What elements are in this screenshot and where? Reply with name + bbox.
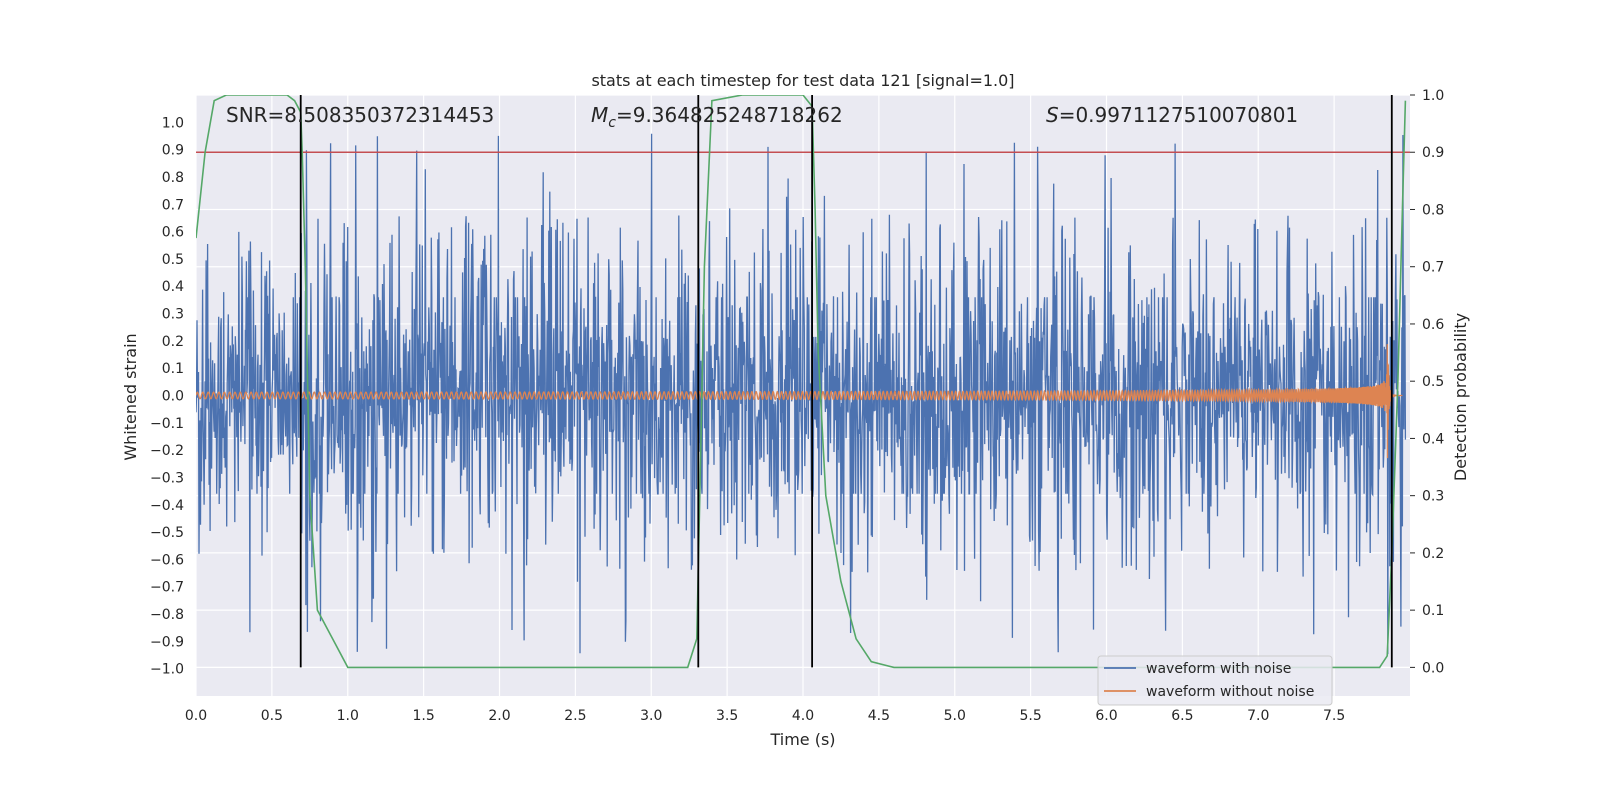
- x-tick-label: 4.5: [868, 708, 890, 724]
- y-tick-label: 0.9: [162, 143, 184, 159]
- y-axis-ticks: 1.0 0.9 0.8 0.7 0.6 0.5 0.4 0.3 0.2 0.1 0.0 −0.1 −0.…: [150, 115, 184, 677]
- y-tick-label: 0.8: [162, 170, 184, 186]
- y-tick-label: −0.1: [150, 416, 184, 432]
- x-tick-label: 6.5: [1171, 708, 1193, 724]
- chart-title: stats at each timestep for test data 121…: [591, 71, 1014, 90]
- y-tick-label: 1.0: [162, 115, 184, 131]
- x-tick-label: 1.0: [337, 708, 359, 724]
- right-axis-ticks: 1.0 0.9 0.8 0.7 0.6 0.5 0.4 0.3 0.2 0.1 0.0: [1410, 88, 1444, 676]
- right-tick-label: 0.0: [1422, 660, 1444, 676]
- x-tick-label: 7.0: [1247, 708, 1269, 724]
- legend-label-clean: waveform without noise: [1146, 684, 1314, 700]
- right-axis-label: Detection probability: [1451, 313, 1470, 481]
- trigger-lines: [299, 95, 1393, 668]
- y-tick-label: 0.2: [162, 334, 184, 350]
- chirp-mass-annotation: Mc=9.364825248718262: [591, 103, 843, 131]
- x-tick-label: 7.5: [1323, 708, 1345, 724]
- y-axis-label: Whitened strain: [121, 333, 140, 460]
- right-tick-label: 0.2: [1422, 546, 1444, 562]
- y-tick-label: 0.1: [162, 361, 184, 377]
- x-axis-ticks: 0.0 0.5 1.0 1.5 2.0 2.5 3.0 3.5 4.0 4.5 5.0 5.5 6.0 6…: [185, 708, 1345, 724]
- legend-box: [1097, 655, 1333, 706]
- right-tick-label: 0.5: [1422, 374, 1444, 390]
- right-tick-label: 0.3: [1422, 489, 1444, 505]
- chirp-mass-symbol: M: [591, 103, 608, 127]
- right-tick-label: 0.1: [1422, 603, 1444, 619]
- x-tick-label: 5.0: [944, 708, 966, 724]
- s-value: =0.9971127510070801: [1059, 103, 1298, 127]
- right-tick-label: 0.8: [1422, 202, 1444, 218]
- series-waveform-without-noise: [196, 344, 1403, 459]
- right-tick-label: 0.9: [1422, 145, 1444, 161]
- chirp-mass-subscript: c: [608, 115, 616, 131]
- y-tick-label: −0.8: [150, 607, 184, 623]
- y-tick-label: 0.0: [162, 389, 184, 405]
- x-tick-label: 4.0: [792, 708, 814, 724]
- y-tick-label: −1.0: [150, 662, 184, 678]
- legend: waveform with noise waveform without noi…: [1097, 655, 1333, 706]
- y-tick-label: −0.2: [150, 443, 184, 459]
- y-tick-label: 0.4: [162, 279, 184, 295]
- right-tick-label: 0.7: [1422, 260, 1444, 276]
- y-tick-label: −0.9: [150, 634, 184, 650]
- x-tick-label: 0.5: [261, 708, 283, 724]
- y-tick-label: 0.6: [162, 225, 184, 241]
- x-tick-label: 3.5: [716, 708, 738, 724]
- y-tick-label: 0.3: [162, 307, 184, 323]
- right-tick-label: 0.4: [1422, 431, 1444, 447]
- right-tick-label: 1.0: [1422, 88, 1444, 104]
- snr-annotation: SNR=8.508350372314453: [226, 103, 494, 127]
- y-tick-label: −0.4: [150, 498, 184, 514]
- x-axis-label: Time (s): [769, 730, 835, 749]
- x-tick-label: 1.5: [412, 708, 434, 724]
- s-annotation: S=0.9971127510070801: [1046, 103, 1298, 127]
- chirp-mass-value: =9.364825248718262: [616, 103, 843, 127]
- y-tick-label: −0.3: [150, 470, 184, 486]
- right-tick-label: 0.6: [1422, 317, 1444, 333]
- s-symbol: S: [1046, 103, 1059, 127]
- legend-label-noise: waveform with noise: [1146, 661, 1291, 677]
- y-tick-label: 0.7: [162, 197, 184, 213]
- x-tick-label: 2.0: [488, 708, 510, 724]
- x-tick-label: 0.0: [185, 708, 207, 724]
- x-tick-label: 6.0: [1095, 708, 1117, 724]
- x-tick-label: 5.5: [1019, 708, 1041, 724]
- y-tick-label: −0.5: [150, 525, 184, 541]
- series-waveform-with-noise: [196, 133, 1407, 655]
- y-tick-label: −0.6: [150, 552, 184, 568]
- x-tick-label: 2.5: [564, 708, 586, 724]
- y-tick-label: −0.7: [150, 580, 184, 596]
- x-tick-label: 3.0: [640, 708, 662, 724]
- y-tick-label: 0.5: [162, 252, 184, 268]
